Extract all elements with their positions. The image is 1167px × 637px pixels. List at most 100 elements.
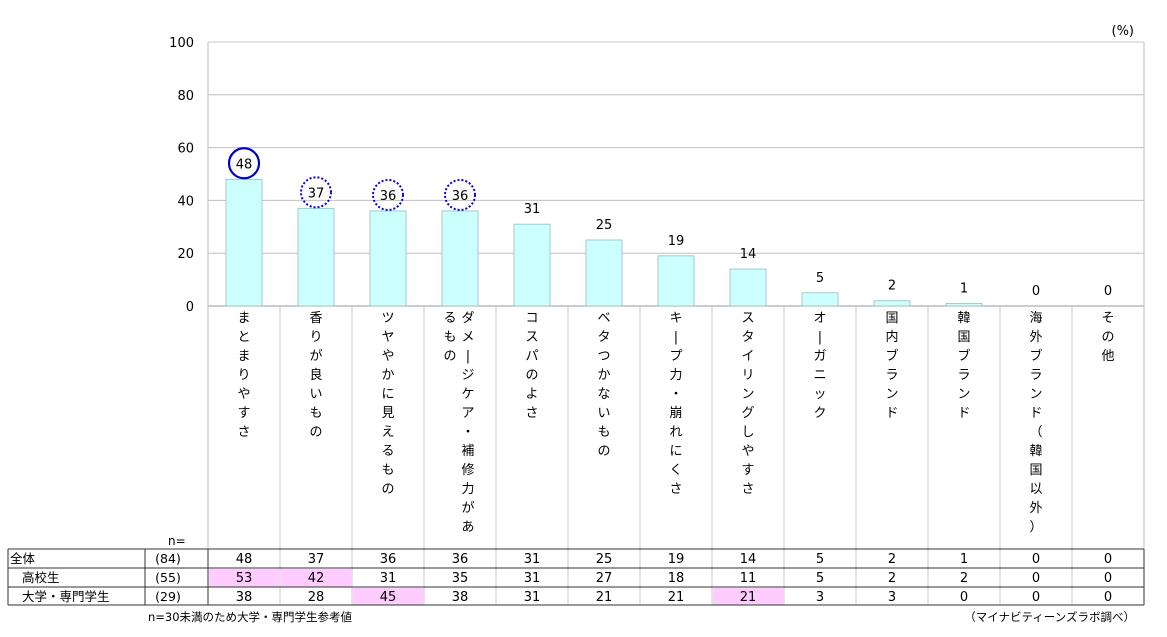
bar-value-label: 31 (524, 202, 541, 217)
table-cell: 36 (380, 552, 397, 567)
y-tick-label: 100 (169, 36, 194, 51)
bar (441, 210, 479, 307)
bar-value-label: 25 (596, 218, 613, 233)
bar (585, 239, 623, 307)
table-cell: 21 (596, 590, 613, 605)
bar (801, 292, 839, 307)
table-cell: 37 (308, 552, 325, 567)
highlight-circle (227, 147, 261, 180)
table-cell: 3 (888, 590, 896, 605)
bar-value-label: 2 (888, 279, 896, 294)
table-cell: 21 (668, 590, 685, 605)
x-category-label: 香りが良いもの (309, 311, 322, 440)
bar (297, 207, 335, 307)
table-cell: 31 (524, 552, 541, 567)
bar-value-label: 0 (1104, 284, 1112, 299)
row-n: (29) (155, 589, 181, 604)
bar-value-label: 37 (308, 186, 325, 201)
row-label: 全体 (10, 551, 36, 566)
y-tick-label: 40 (177, 194, 194, 209)
table-cell: 0 (1104, 552, 1112, 567)
highlight-circle-dotted (372, 178, 404, 211)
bar-value-label: 19 (668, 234, 685, 249)
cell-highlight (713, 588, 784, 605)
x-category-label: ベタつかないもの (597, 311, 610, 459)
bar (657, 255, 695, 307)
table-cell: 11 (740, 571, 757, 586)
bar (225, 178, 263, 307)
x-category-label: コスパのよさ (525, 311, 538, 421)
n-header: n= (168, 534, 186, 548)
table-cell: 14 (740, 552, 757, 567)
y-tick-label: 60 (177, 142, 194, 157)
bar-value-label: 14 (740, 247, 757, 262)
x-category-label: まとまりやすさ (237, 311, 250, 440)
x-category-label: ツヤやかに見えるもの (381, 311, 394, 497)
cell-highlight (353, 588, 424, 605)
x-category-label: その他 (1101, 311, 1114, 364)
table-cell: 31 (380, 571, 397, 586)
table-cell: 45 (380, 590, 397, 605)
table-cell: 3 (816, 590, 824, 605)
row-n: (55) (155, 570, 181, 585)
y-tick-label: 80 (177, 89, 194, 104)
table-cell: 0 (1032, 571, 1040, 586)
x-category-label: キ|プ力・崩れにくさ (669, 311, 682, 497)
source-note: （マイナビティーンズラボ調べ） (964, 610, 1135, 624)
table-cell: 0 (1104, 571, 1112, 586)
table-cell: 0 (960, 590, 968, 605)
table-cell: 48 (236, 552, 253, 567)
highlight-circle-dotted (300, 176, 332, 209)
table-cell: 0 (1032, 590, 1040, 605)
table-cell: 19 (668, 552, 685, 567)
bar-value-label: 36 (380, 189, 397, 204)
bar (945, 302, 983, 307)
table-cell: 42 (308, 571, 325, 586)
table-cell: 5 (816, 571, 824, 586)
table-cell: 2 (888, 552, 896, 567)
table-cell: 21 (740, 590, 757, 605)
bar (873, 300, 911, 307)
x-category-label: ダメ|ジケア・補修力があ (461, 311, 474, 535)
table-cell: 0 (1032, 552, 1040, 567)
y-tick-label: 0 (186, 300, 194, 315)
row-label: 大学・専門学生 (22, 589, 110, 604)
bar-value-label: 48 (236, 157, 253, 172)
unit-label: (%) (1112, 24, 1135, 39)
table-cell: 25 (596, 552, 613, 567)
table-cell: 5 (816, 552, 824, 567)
cell-highlight (281, 569, 352, 587)
table-cell: 31 (524, 590, 541, 605)
x-category-label: オ|ガニック (813, 311, 826, 421)
table-cell: 28 (308, 590, 325, 605)
table-cell: 2 (960, 571, 968, 586)
bar-value-label: 36 (452, 189, 469, 204)
bar (513, 223, 551, 307)
table-cell: 2 (888, 571, 896, 586)
x-category-label: 国内ブランド (885, 311, 898, 421)
table-cell: 36 (452, 552, 469, 567)
table-cell: 31 (524, 571, 541, 586)
table-cell: 1 (960, 552, 968, 567)
table-cell: 35 (452, 571, 469, 586)
table-cell: 18 (668, 571, 685, 586)
y-tick-label: 20 (177, 247, 194, 262)
table-cell: 53 (236, 571, 253, 586)
row-label: 高校生 (22, 570, 60, 585)
x-category-label: スタイリングしやすさ (741, 311, 754, 497)
table-cell: 38 (452, 590, 469, 605)
bar (369, 210, 407, 307)
row-n: (84) (155, 551, 181, 566)
highlight-circle-dotted (444, 178, 476, 211)
x-category-label: るもの (443, 311, 456, 364)
bar-value-label: 0 (1032, 284, 1040, 299)
bar-value-label: 5 (816, 271, 824, 286)
table-cell: 27 (596, 571, 613, 586)
bar (729, 268, 767, 307)
footnote: n=30未満のため大学・専門学生参考値 (148, 610, 353, 624)
table-cell: 0 (1104, 590, 1112, 605)
cell-highlight (209, 569, 280, 587)
bar-value-label: 1 (960, 281, 968, 296)
table-cell: 38 (236, 590, 253, 605)
